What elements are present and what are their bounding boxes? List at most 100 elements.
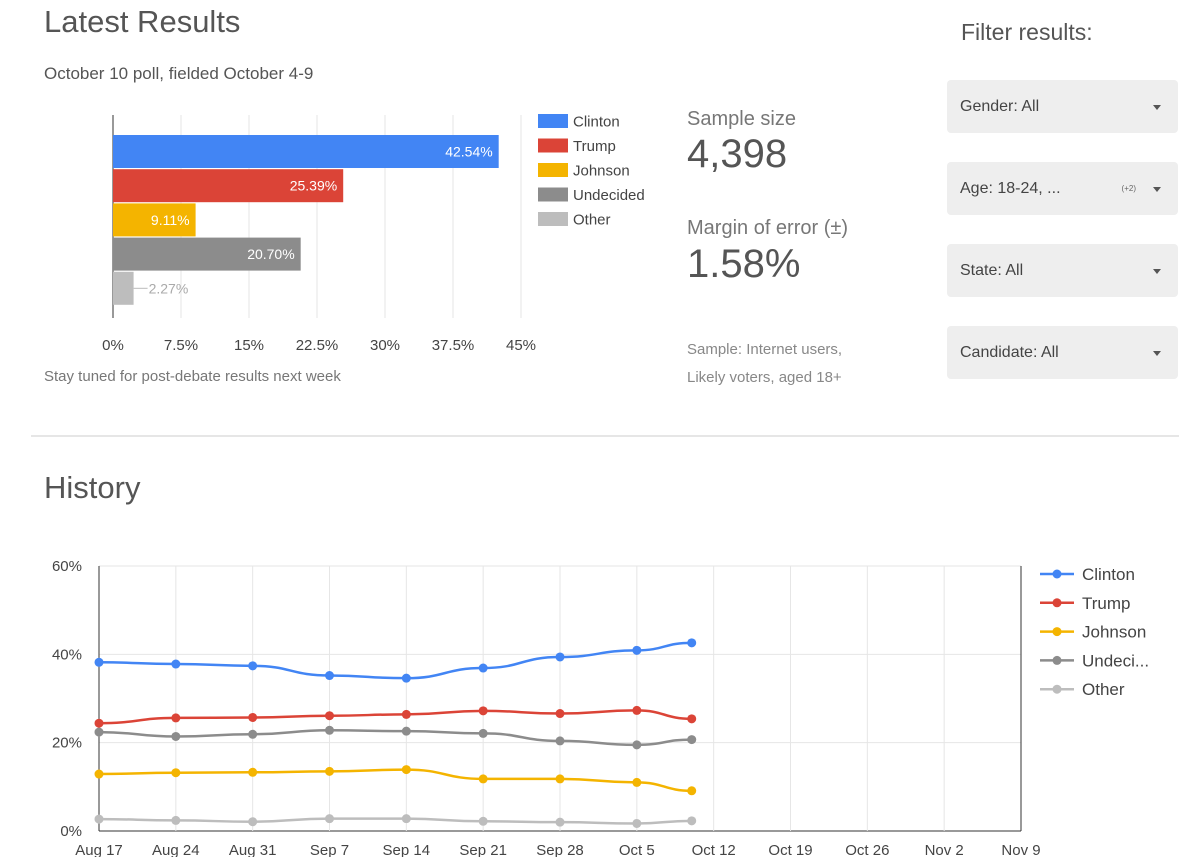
series-line-other[interactable] bbox=[98, 817, 692, 825]
bar-johnson[interactable] bbox=[113, 203, 196, 237]
series-point-trump[interactable] bbox=[94, 718, 104, 728]
age-filter-dropdown[interactable]: Age: 18-24, ... (+2) bbox=[947, 162, 1178, 215]
bar-x-tick-label: 22.5% bbox=[296, 337, 339, 354]
series-point-other[interactable] bbox=[632, 818, 642, 828]
series-point-johnson[interactable] bbox=[555, 774, 565, 784]
series-point-undecided[interactable] bbox=[248, 729, 258, 739]
gender-filter-dropdown[interactable]: Gender: All bbox=[947, 80, 1178, 133]
bar-legend-item-undecided[interactable]: Undecided bbox=[538, 187, 645, 204]
series-point-clinton[interactable] bbox=[478, 663, 488, 673]
series-point-johnson[interactable] bbox=[94, 769, 104, 779]
series-point-trump[interactable] bbox=[325, 711, 334, 721]
series-point-undecided[interactable] bbox=[401, 726, 411, 736]
line-x-tick-label: Oct 26 bbox=[845, 842, 889, 857]
candidate-filter-dropdown[interactable]: Candidate: All bbox=[947, 326, 1178, 379]
margin-of-error-label: Margin of error (±) bbox=[687, 217, 849, 239]
legend-swatch bbox=[538, 114, 568, 128]
sample-note-line-2: Likely voters, aged 18+ bbox=[687, 369, 842, 386]
line-legend-item-trump[interactable]: Trump bbox=[1040, 594, 1131, 613]
line-x-tick-label: Aug 24 bbox=[152, 842, 200, 857]
series-point-undecided[interactable] bbox=[687, 735, 697, 745]
series-point-johnson[interactable] bbox=[401, 765, 411, 775]
caret-down-icon bbox=[1153, 350, 1161, 356]
line-y-tick-label: 60% bbox=[52, 558, 82, 575]
series-point-trump[interactable] bbox=[632, 705, 642, 715]
legend-marker bbox=[1052, 627, 1062, 637]
line-x-tick-label: Nov 9 bbox=[1001, 842, 1040, 857]
series-point-clinton[interactable] bbox=[401, 673, 411, 683]
series-point-trump[interactable] bbox=[248, 712, 258, 722]
series-point-clinton[interactable] bbox=[248, 661, 258, 671]
bar-legend-item-other[interactable]: Other bbox=[538, 212, 611, 229]
series-point-clinton[interactable] bbox=[171, 659, 181, 669]
legend-label: Johnson bbox=[573, 163, 630, 180]
line-legend-item-other[interactable]: Other bbox=[1040, 680, 1125, 699]
state-filter-dropdown[interactable]: State: All bbox=[947, 244, 1178, 297]
series-point-other[interactable] bbox=[171, 815, 181, 825]
series-point-other[interactable] bbox=[687, 816, 697, 826]
series-point-other[interactable] bbox=[248, 817, 258, 827]
margin-of-error-value: 1.58% bbox=[687, 242, 801, 286]
line-legend-item-undecided[interactable]: Undeci... bbox=[1040, 651, 1149, 670]
series-point-undecided[interactable] bbox=[325, 725, 334, 735]
series-point-trump[interactable] bbox=[171, 713, 181, 723]
series-point-undecided[interactable] bbox=[171, 731, 181, 741]
caret-down-icon bbox=[1153, 268, 1161, 274]
series-line-trump[interactable] bbox=[98, 709, 692, 725]
sample-note-line-1: Sample: Internet users, bbox=[687, 341, 843, 358]
series-point-johnson[interactable] bbox=[171, 768, 181, 778]
line-y-tick-label: 40% bbox=[52, 646, 82, 663]
poll-subtitle: October 10 poll, fielded October 4-9 bbox=[44, 64, 314, 83]
line-legend-item-johnson[interactable]: Johnson bbox=[1040, 623, 1146, 642]
series-point-undecided[interactable] bbox=[555, 736, 565, 746]
bar-x-tick-label: 30% bbox=[370, 337, 400, 354]
legend-swatch bbox=[538, 163, 568, 177]
series-line-johnson[interactable] bbox=[98, 768, 692, 793]
bar-legend-item-clinton[interactable]: Clinton bbox=[538, 114, 620, 131]
legend-label: Other bbox=[573, 212, 611, 229]
bar-undecided[interactable] bbox=[113, 237, 301, 271]
bar-legend-item-trump[interactable]: Trump bbox=[538, 138, 616, 155]
legend-marker bbox=[1052, 569, 1062, 579]
series-point-other[interactable] bbox=[325, 814, 334, 824]
series-point-undecided[interactable] bbox=[632, 740, 642, 750]
series-point-other[interactable] bbox=[94, 814, 104, 824]
bar-trump[interactable] bbox=[113, 169, 344, 203]
filter-results-title: Filter results: bbox=[961, 19, 1093, 45]
legend-label: Undecided bbox=[573, 187, 645, 204]
legend-label: Johnson bbox=[1082, 623, 1146, 642]
series-point-undecided[interactable] bbox=[478, 728, 488, 738]
series-point-clinton[interactable] bbox=[687, 638, 697, 648]
line-x-tick-label: Aug 31 bbox=[229, 842, 277, 857]
series-point-johnson[interactable] bbox=[248, 767, 258, 777]
history-line-chart: 0% 20% 40% 60% Aug 17 Aug 24 Aug 31 Sep 7 Sep 14… bbox=[52, 558, 1149, 857]
series-point-johnson[interactable] bbox=[632, 777, 642, 787]
line-x-tick-label: Aug 17 bbox=[75, 842, 123, 857]
series-point-other[interactable] bbox=[401, 814, 411, 824]
series-point-clinton[interactable] bbox=[325, 671, 334, 681]
line-y-tick-label: 20% bbox=[52, 735, 82, 752]
series-point-trump[interactable] bbox=[687, 714, 697, 724]
bar-legend-item-johnson[interactable]: Johnson bbox=[538, 163, 630, 180]
latest-results-title: Latest Results bbox=[44, 4, 241, 39]
line-legend-item-clinton[interactable]: Clinton bbox=[1040, 565, 1135, 584]
series-point-trump[interactable] bbox=[401, 709, 411, 719]
series-point-trump[interactable] bbox=[555, 709, 565, 719]
bar-clinton[interactable] bbox=[113, 135, 499, 168]
series-point-johnson[interactable] bbox=[478, 774, 488, 784]
bar-other[interactable] bbox=[113, 271, 134, 305]
series-line-clinton[interactable] bbox=[98, 641, 692, 680]
series-point-trump[interactable] bbox=[478, 706, 488, 716]
legend-marker bbox=[1052, 598, 1062, 608]
series-point-clinton[interactable] bbox=[555, 652, 565, 662]
series-point-johnson[interactable] bbox=[687, 786, 697, 796]
series-point-undecided[interactable] bbox=[94, 727, 104, 737]
series-point-other[interactable] bbox=[478, 816, 488, 826]
series-point-clinton[interactable] bbox=[94, 657, 104, 667]
series-point-clinton[interactable] bbox=[632, 645, 642, 655]
line-x-tick-label: Oct 19 bbox=[768, 842, 812, 857]
series-point-other[interactable] bbox=[555, 817, 565, 827]
series-point-johnson[interactable] bbox=[325, 766, 334, 776]
line-y-tick-label: 0% bbox=[60, 823, 82, 840]
caret-down-icon bbox=[1153, 104, 1161, 110]
